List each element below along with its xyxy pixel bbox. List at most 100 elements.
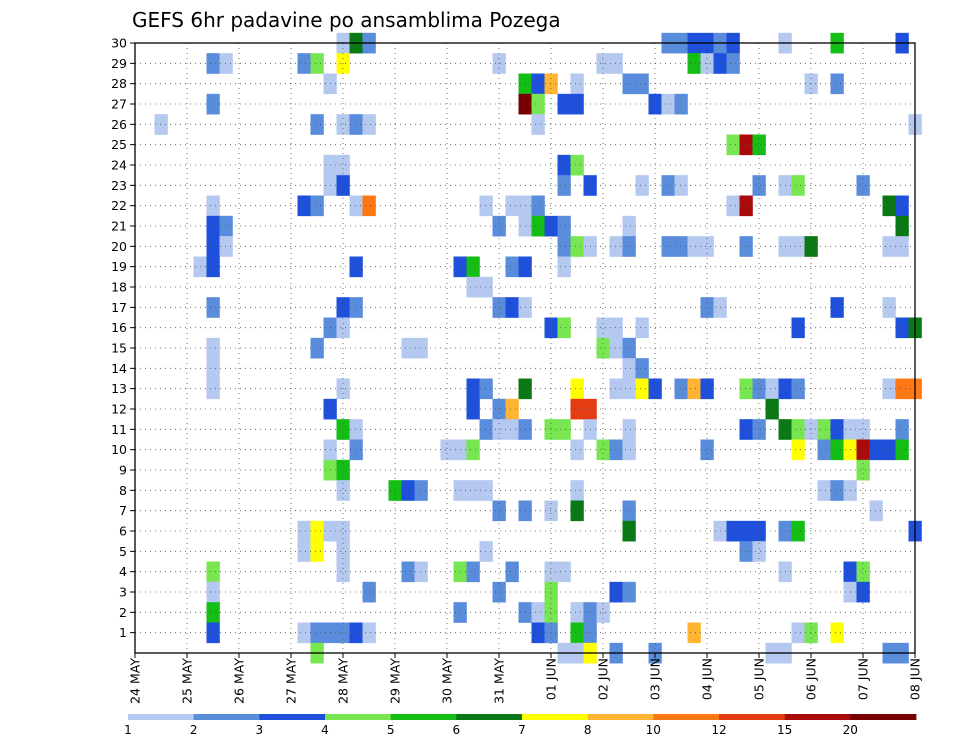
heatmap-cell <box>206 561 220 583</box>
heatmap-cell <box>856 439 870 461</box>
heatmap-cell <box>570 500 584 522</box>
legend-label: 8 <box>584 723 592 737</box>
heatmap-cell <box>700 236 714 257</box>
x-tick-label: 05 JUN <box>752 658 767 700</box>
heatmap-cell <box>817 439 831 461</box>
heatmap-cell <box>557 419 571 440</box>
heatmap-cell <box>479 541 493 562</box>
heatmap-cell <box>414 561 428 583</box>
heatmap-cell <box>791 439 805 461</box>
heatmap-cell <box>505 419 519 440</box>
heatmap-cell <box>492 215 506 237</box>
legend-label: 7 <box>518 723 526 737</box>
heatmap-cell <box>570 439 584 461</box>
heatmap-cell <box>336 175 350 196</box>
y-tick-label: 30 <box>111 36 127 51</box>
heatmap-cell <box>895 215 909 237</box>
heatmap-cell <box>206 581 220 603</box>
x-tick-label: 06 JUN <box>804 658 819 700</box>
heatmap-cell <box>570 154 584 176</box>
heatmap-cell <box>310 622 324 644</box>
x-tick-label: 28 MAY <box>336 658 351 704</box>
heatmap-cell <box>557 317 571 339</box>
heatmap-cell <box>830 73 844 95</box>
legend-swatch <box>390 714 457 720</box>
legend-swatch <box>325 714 392 720</box>
heatmap-cell <box>336 317 350 339</box>
heatmap-cell <box>531 215 545 237</box>
heatmap-cell <box>505 398 519 420</box>
heatmap-cell <box>544 622 558 644</box>
heatmap-cell <box>726 520 740 542</box>
heatmap-cell <box>882 297 896 318</box>
y-tick-label: 12 <box>111 402 127 417</box>
heatmap-cell <box>804 419 818 440</box>
x-tick-label: 24 MAY <box>128 658 143 704</box>
heatmap-cell <box>622 73 636 95</box>
heatmap-cell <box>609 337 623 359</box>
y-tick-label: 20 <box>111 239 127 254</box>
heatmap-cell <box>336 419 350 440</box>
heatmap-cell <box>349 622 363 644</box>
heatmap-cell <box>492 419 506 440</box>
heatmap-cell <box>206 215 220 237</box>
heatmap-cell <box>310 520 324 542</box>
heatmap-cell <box>219 236 233 257</box>
heatmap-cell <box>297 622 311 644</box>
heatmap-cell <box>739 541 753 562</box>
heatmap-cell <box>349 195 363 217</box>
heatmap-cell <box>531 73 545 95</box>
heatmap-cell <box>674 175 688 196</box>
y-tick-label: 26 <box>111 117 127 132</box>
heatmap-cell <box>570 236 584 257</box>
heatmap-cell <box>557 561 571 583</box>
heatmap-cell <box>570 398 584 420</box>
heatmap-cell <box>349 297 363 318</box>
heatmap-cell <box>687 378 701 400</box>
heatmap-cell <box>804 622 818 644</box>
heatmap-cell <box>635 175 649 196</box>
heatmap-cell <box>336 541 350 562</box>
legend-swatch <box>259 714 326 720</box>
heatmap-cell <box>726 134 740 156</box>
heatmap-cell <box>362 581 376 603</box>
heatmap-cell <box>544 581 558 603</box>
heatmap-cell <box>414 480 428 501</box>
heatmap-cell <box>336 480 350 501</box>
heatmap-cell <box>700 439 714 461</box>
y-tick-label: 10 <box>111 442 127 457</box>
y-tick-label: 13 <box>111 381 127 396</box>
heatmap-cell <box>791 419 805 440</box>
legend-label: 1 <box>124 723 132 737</box>
heatmap-cell <box>336 459 350 481</box>
heatmap-cell <box>856 175 870 196</box>
heatmap-cell <box>206 602 220 623</box>
heatmap-cell <box>609 439 623 461</box>
heatmap-cell <box>830 439 844 461</box>
color-legend: 1 2 3 4 5 6 7 8 10 12 15 20 <box>124 714 917 737</box>
heatmap-cell <box>531 622 545 644</box>
heatmap-cell <box>687 53 701 74</box>
y-tick-label: 11 <box>111 422 127 437</box>
x-tick-label: 31 MAY <box>492 658 507 704</box>
heatmap-cell <box>674 236 688 257</box>
heatmap-cell <box>752 419 766 440</box>
y-tick-label: 3 <box>119 585 127 600</box>
y-tick-label: 23 <box>111 178 127 193</box>
heatmap-cell <box>609 317 623 339</box>
heatmap-cell <box>310 114 324 135</box>
y-tick-label: 29 <box>111 56 127 71</box>
heatmap-cell <box>544 215 558 237</box>
heatmap-cell <box>765 378 779 400</box>
y-tick-label: 14 <box>111 361 127 376</box>
heatmap-cell <box>791 317 805 339</box>
legend-label: 10 <box>646 723 661 737</box>
heatmap-cell <box>531 602 545 623</box>
heatmap-cell <box>765 398 779 420</box>
legend-swatch <box>653 714 720 720</box>
heatmap-cell <box>895 317 909 339</box>
heatmap-cell <box>466 480 480 501</box>
heatmap-cell <box>544 419 558 440</box>
y-tick-label: 8 <box>119 483 127 498</box>
